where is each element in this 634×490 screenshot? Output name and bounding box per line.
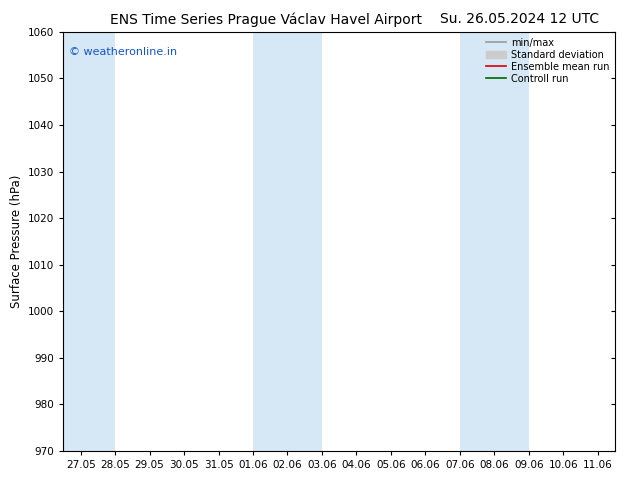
Text: Su. 26.05.2024 12 UTC: Su. 26.05.2024 12 UTC — [441, 12, 599, 26]
Bar — [63, 32, 115, 451]
Bar — [460, 32, 529, 451]
Text: © weatheronline.in: © weatheronline.in — [69, 47, 177, 56]
Text: ENS Time Series Prague Václav Havel Airport: ENS Time Series Prague Václav Havel Airp… — [110, 12, 422, 27]
Bar — [253, 32, 322, 451]
Y-axis label: Surface Pressure (hPa): Surface Pressure (hPa) — [10, 174, 23, 308]
Legend: min/max, Standard deviation, Ensemble mean run, Controll run: min/max, Standard deviation, Ensemble me… — [482, 34, 613, 87]
